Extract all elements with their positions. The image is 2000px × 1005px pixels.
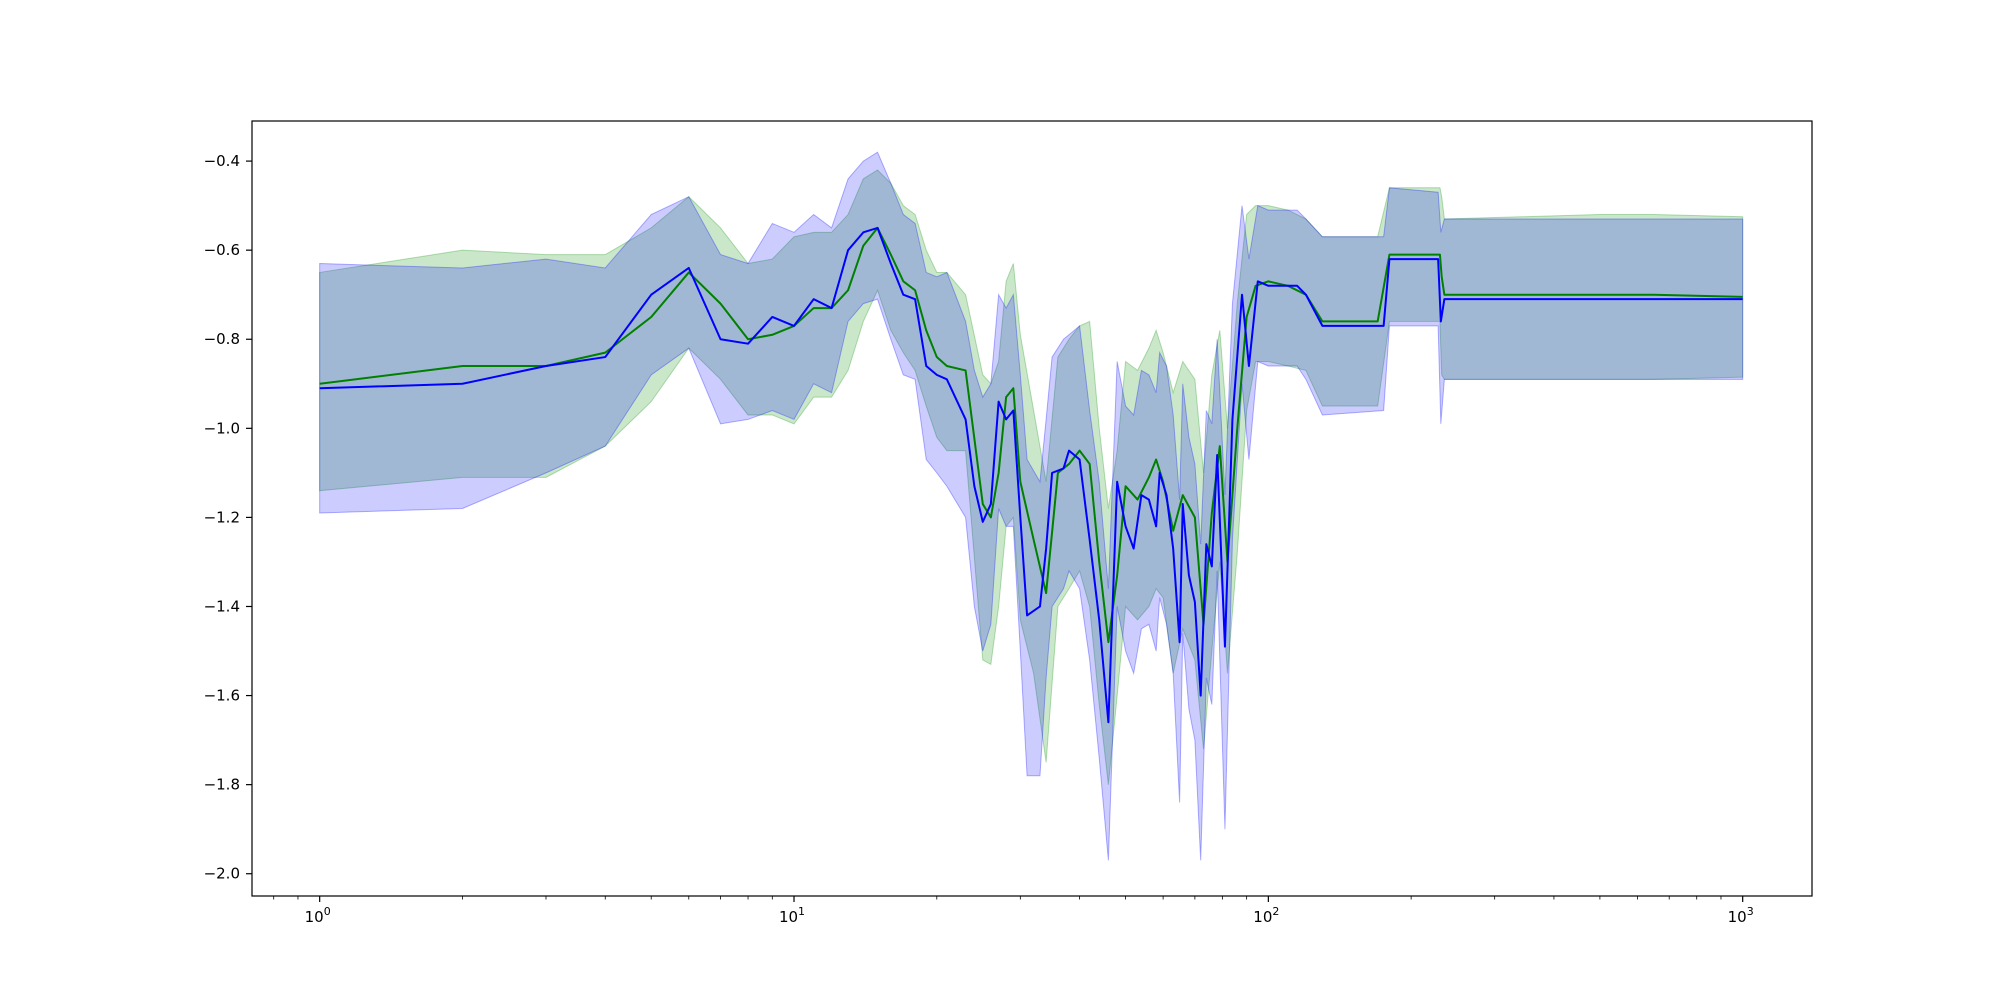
series-1-band <box>319 151 1744 861</box>
y-tick-label: −2.0 <box>204 865 240 883</box>
series-0-line <box>319 226 1743 644</box>
y-tick-label: −1.6 <box>204 687 240 705</box>
y-tick-label: −0.6 <box>204 241 240 259</box>
plot-frame <box>251 120 1813 897</box>
y-tick-label: −0.8 <box>204 330 240 348</box>
confidence-bands <box>319 151 1744 861</box>
axis-ticks: −0.4 −0.6 −0.8 −1.0 −1.2 −1.4 −1.6 −1.8 −2.0 100 1… <box>204 152 1754 926</box>
y-tick-label: −1.0 <box>204 419 240 437</box>
y-tick-label: −1.4 <box>204 597 240 615</box>
x-tick-label: 103 <box>1728 905 1754 926</box>
series-lines <box>319 226 1743 724</box>
y-tick-label: −1.8 <box>204 776 240 794</box>
x-tick-label: 100 <box>305 905 331 926</box>
y-tick-label: −0.4 <box>204 152 240 170</box>
series-1-line <box>319 226 1743 724</box>
series-0-band <box>319 169 1744 785</box>
x-tick-label: 102 <box>1253 905 1279 926</box>
x-tick-label: 101 <box>779 905 805 926</box>
y-tick-label: −1.2 <box>204 508 240 526</box>
